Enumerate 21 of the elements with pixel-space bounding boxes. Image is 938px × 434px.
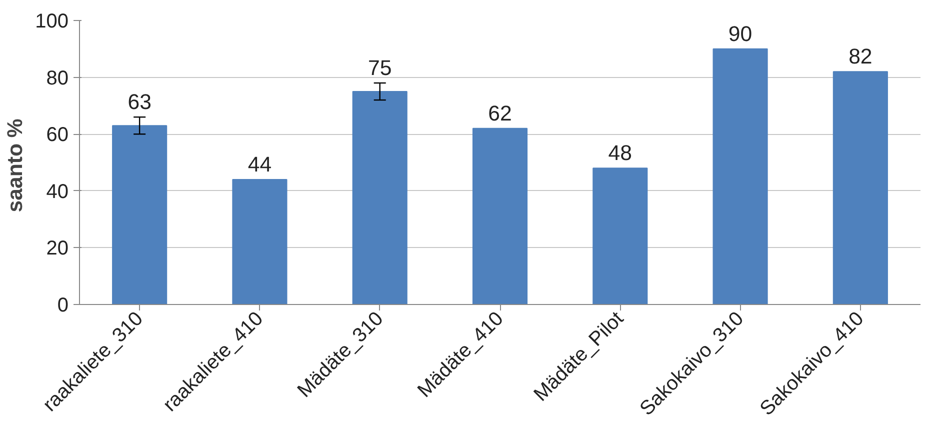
- bar: [352, 91, 408, 304]
- data-label: 44: [248, 152, 272, 177]
- bar: [832, 71, 888, 304]
- y-tick-label: 80: [46, 67, 69, 90]
- data-label: 75: [368, 56, 392, 80]
- data-label: 62: [488, 101, 512, 126]
- y-tick-label: 100: [35, 10, 69, 32]
- data-label: 82: [848, 44, 872, 69]
- data-label: 48: [608, 141, 632, 166]
- data-label: 90: [728, 22, 752, 46]
- data-label: 63: [128, 90, 152, 114]
- bar: [592, 168, 648, 304]
- y-tick-label: 40: [46, 180, 69, 203]
- bar: [472, 128, 528, 304]
- y-tick-label: 60: [46, 124, 69, 146]
- bar: [712, 48, 768, 304]
- y-tick-label: 20: [46, 238, 69, 260]
- bar: [112, 125, 168, 304]
- y-axis-title: saanto %: [3, 118, 28, 212]
- y-tick-label: 0: [57, 294, 68, 316]
- bar: [232, 179, 288, 304]
